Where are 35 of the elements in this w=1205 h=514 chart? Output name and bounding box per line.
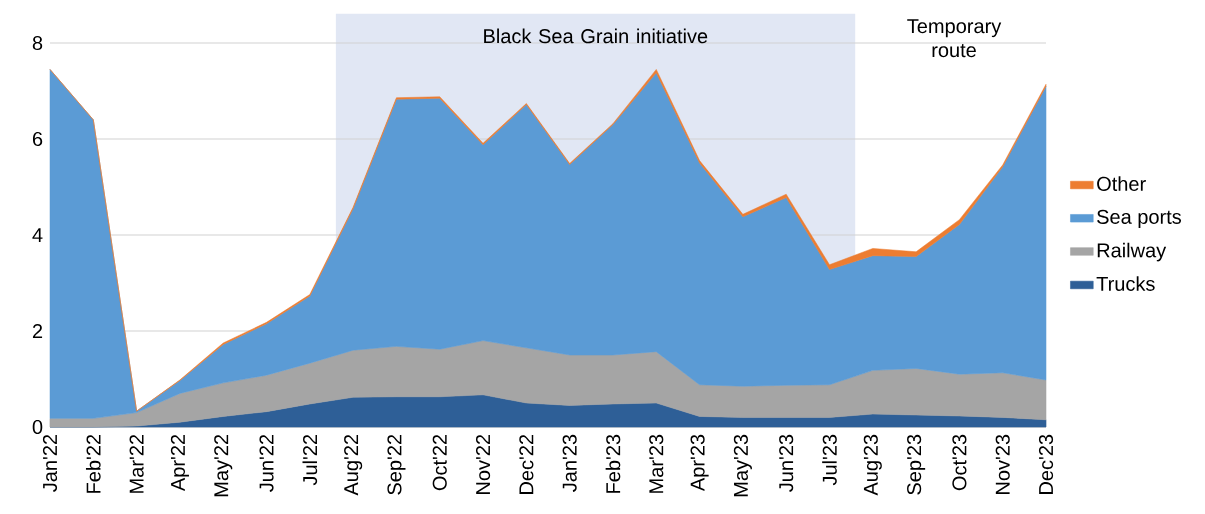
x-tick-label: Jan'23 [562,434,577,492]
x-tick-label: Nov'22 [475,434,491,494]
y-tick-label: 4 [32,228,43,242]
x-tick-label: Feb'23 [605,434,621,493]
x-tick-label: Jan'22 [42,434,58,492]
annotation: Temporary route [907,19,1002,58]
x-tick-label: May'23 [733,434,752,497]
x-tick-label: Jul'22 [302,434,318,486]
x-tick-label: Aug'23 [863,434,882,496]
y-tick-label: 8 [32,35,43,51]
x-tick-label: Dec'22 [519,434,534,494]
x-tick-label: Sep'23 [907,434,926,495]
legend-label: Railway [1097,242,1167,262]
legend-label: Sea ports [1097,209,1182,228]
x-tick-label: Jun'23 [779,434,794,492]
y-tick-label: 2 [32,324,43,338]
x-tick-label: Apr'23 [690,434,709,492]
x-tick-label: Mar'22 [129,434,144,493]
x-tick-label: Mar'23 [649,434,664,493]
x-tick-label: Jun'22 [259,434,274,492]
x-tick-label: Jul'23 [822,434,837,486]
annotation: Black Sea Grain initiative [484,28,708,44]
x-tick-label: Dec'23 [1038,434,1054,494]
x-tick-label: Sep'22 [387,434,406,495]
y-tick-label: 0 [32,419,43,435]
y-tick-label: 6 [32,131,43,147]
legend-label: Trucks [1096,276,1155,291]
x-tick-label: Oct'23 [952,434,967,491]
x-tick-label: May'22 [214,434,233,497]
legend-label: Other [1097,176,1146,191]
x-tick-label: Feb'22 [85,434,101,493]
x-tick-label: Oct'22 [432,434,447,491]
x-tick-label: Aug'22 [344,434,363,496]
x-tick-label: Apr'22 [170,434,189,492]
x-tick-label: Nov'23 [995,434,1010,494]
